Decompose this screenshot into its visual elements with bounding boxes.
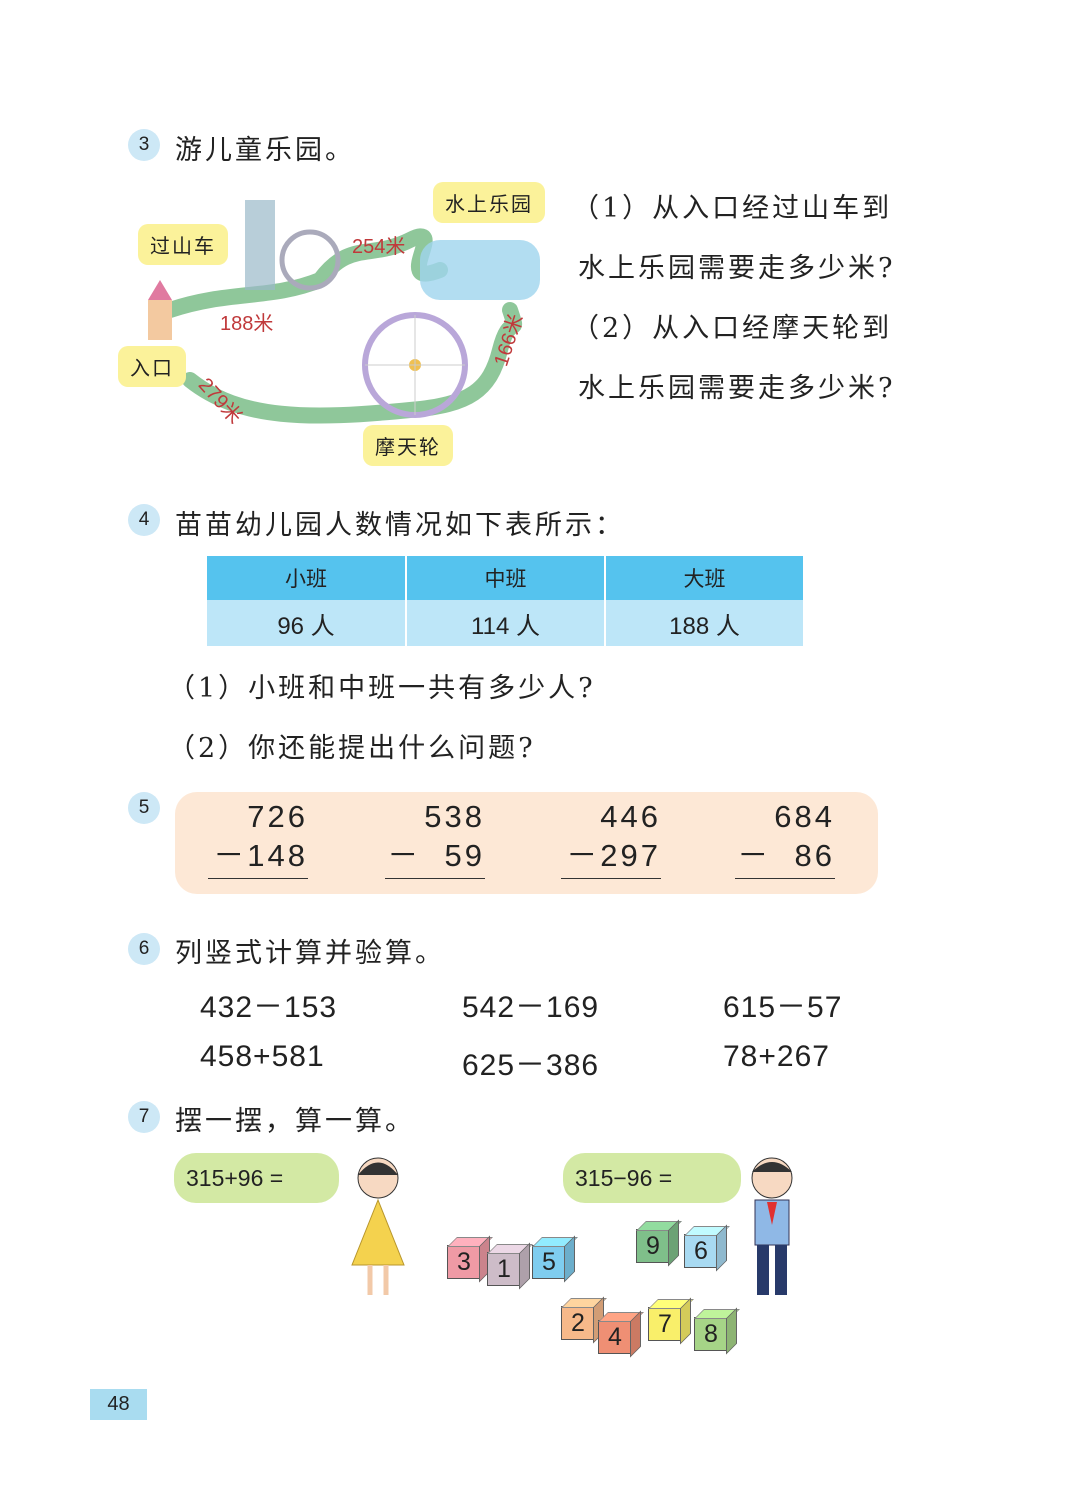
table-cell: 96 人 (207, 600, 407, 646)
number-cube: 4 (598, 1320, 632, 1354)
entrance-house-illustration (148, 300, 172, 340)
boy-illustration (751, 1157, 793, 1295)
question: （2）从入口经摩天轮到 (572, 313, 893, 344)
kindergarten-table: 小班 中班 大班 96 人 114 人 188 人 (207, 556, 805, 646)
roller-coaster-illustration (245, 200, 275, 290)
table-cell: 188 人 (605, 600, 805, 646)
distance-label: 188米 (220, 313, 274, 335)
number-cube: 3 (447, 1245, 481, 1279)
exercise-title: 游儿童乐园。 (175, 135, 355, 166)
expression: 542－169 (462, 991, 600, 1024)
subtraction-box (175, 792, 878, 894)
speech-bubble: 315−96 = (563, 1153, 741, 1203)
exercise-number: 5 (128, 792, 160, 824)
number-cube: 1 (487, 1252, 521, 1286)
question: （2）你还能提出什么问题? (168, 733, 536, 764)
question: 水上乐园需要走多少米? (578, 253, 896, 284)
vertical-subtraction: 446 －297 (561, 797, 661, 879)
expression: 615－57 (723, 991, 843, 1024)
number-cube: 7 (648, 1307, 682, 1341)
exercise-title: 列竖式计算并验算。 (175, 938, 445, 969)
exercise-number: 4 (128, 504, 160, 536)
map-label-coaster: 过山车 (138, 224, 228, 265)
number-cube: 9 (636, 1229, 670, 1263)
table-header: 中班 (406, 556, 606, 600)
page-number: 48 (90, 1389, 147, 1420)
vertical-subtraction: 726 －148 (208, 797, 308, 879)
map-label-water-park: 水上乐园 (433, 182, 545, 223)
expression: 458+581 (200, 1040, 325, 1073)
question: 水上乐园需要走多少米? (578, 373, 896, 404)
table-cell: 114 人 (406, 600, 606, 646)
map-label-ferris-wheel: 摩天轮 (363, 425, 453, 466)
number-cube: 6 (684, 1234, 718, 1268)
amusement-park-map (148, 200, 540, 424)
exercise-number: 6 (128, 933, 160, 965)
expression: 625－386 (462, 1049, 600, 1082)
exercise-number: 3 (128, 129, 160, 161)
expression: 432－153 (200, 991, 338, 1024)
girl-illustration (351, 1157, 405, 1295)
number-cube: 8 (694, 1317, 728, 1351)
vertical-subtraction: 684 － 86 (735, 797, 835, 879)
question: （1）从入口经过山车到 (572, 193, 893, 224)
distance-label: 254米 (352, 236, 406, 258)
exercise-number: 7 (128, 1101, 160, 1133)
expression: 78+267 (723, 1040, 830, 1073)
vertical-subtraction: 538 － 59 (385, 797, 485, 879)
speech-bubble: 315+96 = (174, 1153, 339, 1203)
ferris-wheel-illustration (362, 312, 468, 418)
exercise-title: 苗苗幼儿园人数情况如下表所示： (175, 510, 625, 541)
number-cube: 2 (561, 1306, 595, 1340)
table-header: 小班 (207, 556, 407, 600)
table-header: 大班 (605, 556, 805, 600)
exercise-title: 摆一摆，算一算。 (175, 1106, 415, 1137)
question: （1）小班和中班一共有多少人? (168, 673, 596, 704)
map-label-entrance: 入口 (118, 346, 186, 387)
water-park-illustration (420, 240, 540, 300)
number-cube: 5 (532, 1245, 566, 1279)
